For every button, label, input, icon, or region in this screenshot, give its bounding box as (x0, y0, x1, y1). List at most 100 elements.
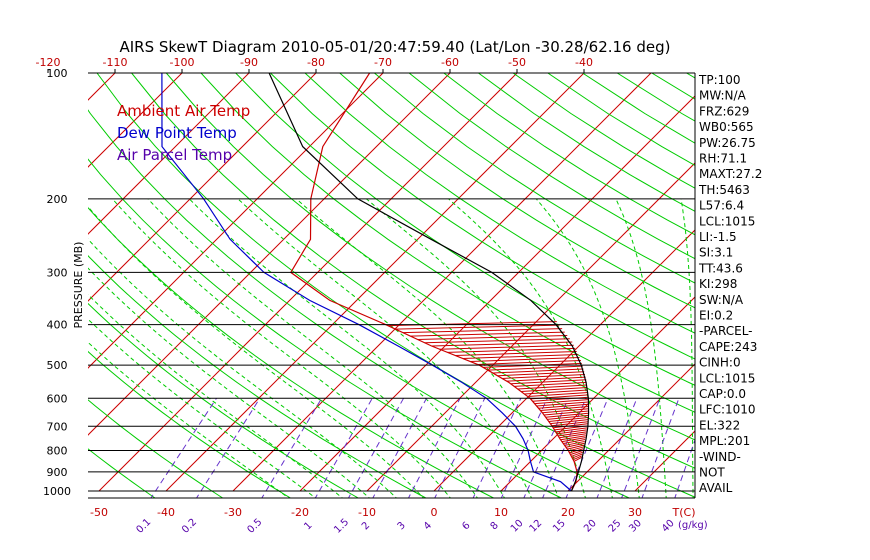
cape-hatch-line (477, 359, 581, 365)
index-item: -PARCEL- (699, 324, 753, 338)
cape-hatch-line (506, 376, 586, 382)
index-item: WB0:565 (699, 120, 754, 134)
ambient-temp-line (290, 73, 578, 492)
moist-adiabat-line (147, 198, 479, 498)
moist-adiabat-line (88, 267, 371, 498)
cape-hatch-line (548, 417, 589, 423)
index-item: SW:N/A (699, 293, 744, 307)
index-item: FRZ:629 (699, 104, 749, 118)
pressure-tick-label: 800 (47, 444, 68, 457)
index-item: AVAIL (699, 481, 733, 495)
dry-adiabat-line (339, 73, 695, 309)
cape-hatch-line (517, 384, 588, 390)
mixing-ratio-label: 15 (551, 518, 568, 535)
legend-entry: Ambient Air Temp (117, 102, 250, 120)
top-tick-label: -50 (508, 56, 526, 69)
index-item: TH:5463 (698, 183, 750, 197)
bottom-tick-label: -50 (90, 506, 108, 519)
cape-hatch-line (555, 427, 588, 433)
isotherm-line (88, 73, 250, 235)
top-tick-label: -120 (36, 56, 61, 69)
pressure-tick-label: 500 (47, 359, 68, 372)
mixing-ratio-label: 8 (489, 520, 501, 532)
index-item: CAPE:243 (699, 340, 757, 354)
pressure-tick-label: 200 (47, 193, 68, 206)
cape-hatch-line (564, 440, 585, 446)
index-item: EI:0.2 (699, 309, 733, 323)
index-item: EL:322 (699, 418, 740, 432)
moist-adiabat-line (88, 238, 398, 498)
cape-hatch-line (527, 391, 589, 397)
index-item: PW:26.75 (699, 136, 756, 150)
mixing-ratio-label: 30 (627, 518, 644, 535)
mixing-ratio-label: 25 (607, 518, 624, 535)
bottom-tick-label: 30 (628, 506, 642, 519)
cape-hatch-line (570, 450, 584, 456)
top-tick-label: -40 (575, 56, 593, 69)
cape-hatch-line (565, 442, 585, 448)
index-item: MW:N/A (699, 89, 747, 103)
legend-entry: Dew Point Temp (117, 124, 237, 142)
cape-hatch-line (410, 331, 565, 337)
cape-hatch-line (545, 412, 589, 418)
ylabel: PRESSURE (MB) (72, 242, 85, 329)
moist-adiabat-line (88, 293, 344, 498)
isotherm-line (88, 73, 384, 369)
dry-adiabat-line (88, 448, 156, 498)
cape-hatch-line (572, 455, 582, 461)
index-item: LCL:1015 (699, 214, 755, 228)
top-tick-label: -60 (441, 56, 459, 69)
index-item: L57:6.4 (699, 199, 744, 213)
cape-hatch-line (462, 354, 579, 360)
mixing-ratio-line (150, 397, 217, 498)
cape-hatch-line (514, 381, 587, 387)
isotherm-line (567, 363, 695, 492)
pressure-tick-label: 400 (47, 319, 68, 332)
top-tick-label: -70 (374, 56, 392, 69)
isotherm-line (366, 162, 695, 492)
top-tick-label: -80 (307, 56, 325, 69)
cape-hatch-line (502, 373, 585, 379)
bottom-tick-label: 10 (494, 506, 508, 519)
mixing-ratio-line (523, 398, 569, 498)
index-item: RH:71.1 (699, 152, 747, 166)
cape-hatch-line (447, 347, 576, 353)
cape-hatch-line (571, 451, 583, 457)
mixing-ratio-label: 10 (509, 518, 526, 535)
moist-adiabat-line (88, 341, 290, 498)
moist-adiabat-line (88, 318, 317, 498)
isotherm-line (769, 73, 870, 491)
cape-hatch-line (561, 437, 586, 443)
mixing-ratio-line (596, 398, 638, 498)
mixing-ratio-label: 2 (360, 520, 372, 532)
cape-hatch-line (550, 419, 589, 425)
cape-hatch-line (543, 410, 589, 416)
cape-hatch-line (547, 414, 589, 420)
moist-adiabat-line (448, 198, 613, 498)
dry-adiabat-line (88, 302, 360, 498)
dry-adiabat-line (235, 73, 695, 386)
xlabel: T(C) (672, 506, 696, 519)
cape-hatch-line (492, 368, 584, 374)
mixing-ratio-line (407, 398, 461, 498)
cape-hatch-line (567, 444, 585, 450)
cape-hatch-line (572, 453, 583, 459)
cape-hatch-line (538, 403, 589, 409)
dry-adiabat-line (88, 109, 631, 498)
index-item: LCL:1015 (699, 371, 755, 385)
dry-adiabat-line (478, 73, 695, 212)
dry-adiabat-line (88, 158, 563, 498)
bottom-tick-label: 0 (431, 506, 438, 519)
dry-adiabat-line (374, 73, 695, 284)
mixing-ratio-label: 0.5 (245, 517, 264, 536)
index-item: KI:298 (699, 277, 737, 291)
moist-adiabat-line (112, 198, 452, 498)
cape-hatch-line (424, 338, 570, 344)
mixing-ratio-line (314, 398, 373, 498)
mixing-ratio-line (500, 398, 548, 498)
plot-area (88, 72, 870, 498)
cape-hatch-line (558, 431, 587, 437)
index-item: CAP:0.0 (699, 387, 746, 401)
dry-adiabat-line (96, 73, 695, 498)
mixing-ratio-line (472, 398, 522, 498)
